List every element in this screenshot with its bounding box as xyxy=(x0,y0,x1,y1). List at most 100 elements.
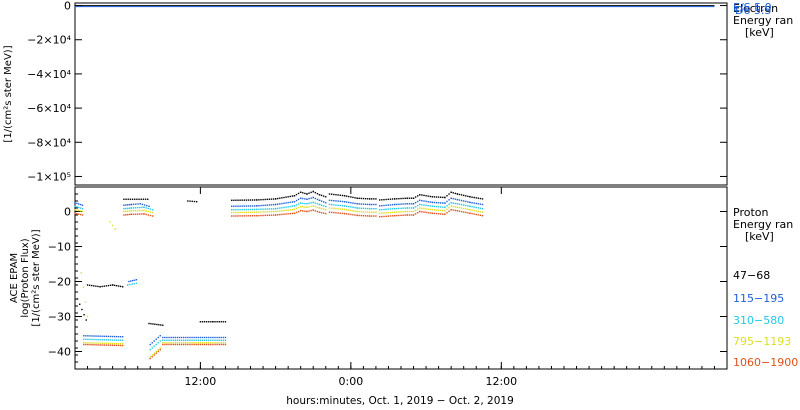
data-point xyxy=(178,342,181,344)
data-point xyxy=(214,336,216,339)
data-point xyxy=(396,214,398,217)
data-point xyxy=(289,212,291,215)
data-point xyxy=(258,199,260,201)
data-point xyxy=(335,212,337,214)
data-point xyxy=(362,203,365,205)
data-point xyxy=(414,209,417,212)
data-point xyxy=(260,211,262,213)
data-point xyxy=(256,199,258,201)
data-point xyxy=(310,209,312,212)
data-point xyxy=(162,339,164,341)
data-point xyxy=(473,202,475,204)
data-point xyxy=(450,197,452,199)
data-point xyxy=(233,205,235,207)
data-point xyxy=(368,208,371,210)
data-point xyxy=(111,335,114,338)
data-point xyxy=(479,203,482,205)
data-point xyxy=(402,197,404,200)
data-point xyxy=(153,354,155,356)
data-point xyxy=(343,208,346,211)
data-point xyxy=(125,204,127,206)
data-point xyxy=(79,207,82,209)
bottom-y-tick-label: −20 xyxy=(48,276,71,289)
bottom-y-axis-label: ACE EPAMlog(Proton Flux)[1/(cm²s ster Me… xyxy=(9,229,42,326)
data-point xyxy=(460,203,463,206)
data-point xyxy=(251,211,254,213)
data-point xyxy=(333,193,335,196)
data-point xyxy=(182,336,185,339)
data-point xyxy=(133,282,135,285)
data-point xyxy=(156,323,158,326)
data-point xyxy=(233,215,235,217)
data-point xyxy=(362,215,365,217)
data-point xyxy=(121,286,124,288)
data-point xyxy=(431,201,434,204)
data-point xyxy=(189,200,191,202)
data-point xyxy=(268,211,271,213)
data-point xyxy=(406,203,408,205)
data-point xyxy=(149,356,151,358)
data-point xyxy=(442,202,444,204)
data-point xyxy=(462,204,465,206)
data-point xyxy=(373,203,375,206)
data-point xyxy=(107,344,110,346)
data-point xyxy=(412,214,415,216)
data-point xyxy=(322,208,325,210)
data-point xyxy=(375,203,377,206)
data-point xyxy=(159,347,161,349)
data-point xyxy=(419,203,421,206)
data-point xyxy=(105,342,107,345)
data-point xyxy=(328,193,331,195)
data-point xyxy=(205,342,208,344)
data-point xyxy=(76,212,78,215)
top-legend-overlap-text: Electron xyxy=(733,2,778,15)
data-point xyxy=(277,214,279,216)
data-point xyxy=(249,208,252,211)
data-point xyxy=(125,210,127,213)
data-point xyxy=(279,210,281,212)
data-point xyxy=(87,338,89,341)
data-point xyxy=(356,214,358,217)
data-point xyxy=(431,205,434,207)
data-point xyxy=(362,211,365,213)
data-point xyxy=(262,204,264,207)
data-point xyxy=(78,206,80,209)
bottom-y-tick-label: −10 xyxy=(48,241,71,254)
data-point xyxy=(277,197,279,200)
data-point xyxy=(425,204,427,207)
data-point xyxy=(111,284,114,286)
data-point xyxy=(448,199,450,201)
top-y-tick-label: −2×10⁴ xyxy=(27,34,71,47)
bottom-y-axis-label-line: [1/(cm²s ster MeV)] xyxy=(31,229,42,326)
data-point xyxy=(446,212,448,214)
data-point xyxy=(132,210,135,212)
data-point xyxy=(316,210,319,213)
data-point xyxy=(358,210,360,213)
data-point xyxy=(214,321,216,323)
data-point xyxy=(364,211,367,213)
data-point xyxy=(159,349,161,351)
data-point xyxy=(341,205,344,207)
data-point xyxy=(433,205,436,208)
data-point xyxy=(195,336,197,339)
data-point xyxy=(279,197,281,199)
data-point xyxy=(262,208,264,210)
bottom-y-tick-label: −40 xyxy=(48,346,71,359)
data-point xyxy=(352,206,354,208)
data-point xyxy=(408,210,411,213)
data-point xyxy=(191,342,193,344)
data-point xyxy=(197,343,199,346)
data-point xyxy=(316,192,319,195)
data-point xyxy=(306,193,308,195)
data-point xyxy=(99,335,101,337)
data-point xyxy=(446,195,448,197)
bottom-legend-entry: 795−1193 xyxy=(733,335,791,348)
data-point xyxy=(138,198,140,200)
data-point xyxy=(180,336,183,339)
bottom-x-tick-label: 12:00 xyxy=(185,375,217,388)
data-point xyxy=(318,203,321,206)
data-point xyxy=(412,210,415,213)
data-point xyxy=(391,215,394,217)
data-point xyxy=(368,211,371,213)
data-point xyxy=(119,285,122,288)
